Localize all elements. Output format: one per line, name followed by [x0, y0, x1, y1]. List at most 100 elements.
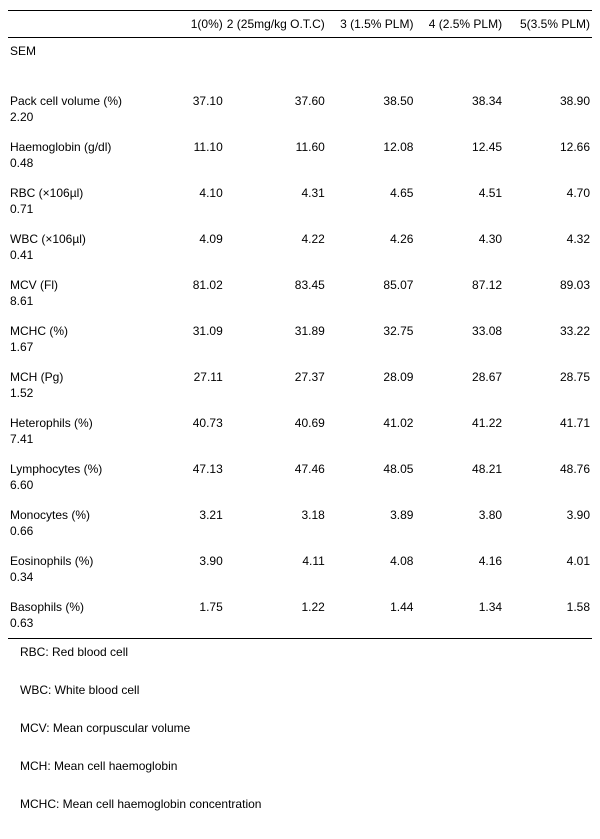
cell-empty [146, 110, 225, 132]
cell-value: 41.02 [327, 408, 416, 432]
table-row-sem: 0.66 [8, 524, 592, 546]
table-row-sem: 0.41 [8, 248, 592, 270]
cell-value: 3.80 [415, 500, 504, 524]
table-row: Lymphocytes (%)47.1347.4648.0548.2148.76 [8, 454, 592, 478]
col-header-5: 5(3.5% PLM) [504, 11, 592, 38]
cell-empty [415, 570, 504, 592]
row-label: MCHC (%) [8, 316, 146, 340]
table-row: MCHC (%)31.0931.8932.7533.0833.22 [8, 316, 592, 340]
cell-empty [504, 294, 592, 316]
cell-value: 41.22 [415, 408, 504, 432]
table-row-sem: 0.34 [8, 570, 592, 592]
cell-empty [504, 202, 592, 224]
table-row: MCH (Pg)27.1127.3728.0928.6728.75 [8, 362, 592, 386]
cell-value: 27.37 [225, 362, 327, 386]
table-row: MCV (Fl)81.0283.4585.0787.1289.03 [8, 270, 592, 294]
cell-empty [504, 570, 592, 592]
cell-value: 4.30 [415, 224, 504, 248]
row-label: RBC (×106µl) [8, 178, 146, 202]
cell-value: 41.71 [504, 408, 592, 432]
table-row: Haemoglobin (g/dl)11.1011.6012.0812.4512… [8, 132, 592, 156]
cell-value: 38.50 [327, 86, 416, 110]
col-header-4: 4 (2.5% PLM) [415, 11, 504, 38]
cell-empty [327, 524, 416, 546]
cell-empty [225, 478, 327, 500]
cell-empty [504, 616, 592, 639]
cell-value: 40.69 [225, 408, 327, 432]
table-row: Pack cell volume (%)37.1037.6038.5038.34… [8, 86, 592, 110]
row-label: Monocytes (%) [8, 500, 146, 524]
cell-value: 4.31 [225, 178, 327, 202]
cell-value: 12.45 [415, 132, 504, 156]
table-row-sem: 1.52 [8, 386, 592, 408]
cell-value: 4.70 [504, 178, 592, 202]
cell-empty [415, 294, 504, 316]
cell-value: 47.46 [225, 454, 327, 478]
cell-empty [415, 110, 504, 132]
row-sem: 0.41 [8, 248, 146, 270]
cell-value: 37.60 [225, 86, 327, 110]
cell-empty [504, 110, 592, 132]
row-label: Haemoglobin (g/dl) [8, 132, 146, 156]
cell-empty [415, 248, 504, 270]
cell-empty [504, 524, 592, 546]
cell-value: 33.08 [415, 316, 504, 340]
cell-value: 27.11 [146, 362, 225, 386]
cell-empty [146, 340, 225, 362]
table-row: Basophils (%)1.751.221.441.341.58 [8, 592, 592, 616]
cell-empty [225, 110, 327, 132]
cell-empty [146, 248, 225, 270]
row-label: MCH (Pg) [8, 362, 146, 386]
table-row-sem: 7.41 [8, 432, 592, 454]
cell-value: 4.10 [146, 178, 225, 202]
data-table: 1(0%) 2 (25mg/kg O.T.C) 3 (1.5% PLM) 4 (… [8, 10, 592, 639]
cell-value: 3.21 [146, 500, 225, 524]
row-sem: 1.67 [8, 340, 146, 362]
legend-line: MCV: Mean corpuscular volume [8, 715, 592, 753]
cell-empty [146, 478, 225, 500]
cell-empty [415, 202, 504, 224]
cell-empty [146, 156, 225, 178]
cell-empty [327, 340, 416, 362]
legend-block: RBC: Red blood cell WBC: White blood cel… [8, 639, 592, 829]
cell-empty [146, 202, 225, 224]
table-row-sem: 1.67 [8, 340, 592, 362]
cell-empty [504, 156, 592, 178]
cell-value: 3.90 [504, 500, 592, 524]
cell-empty [327, 386, 416, 408]
cell-value: 4.32 [504, 224, 592, 248]
row-sem: 0.48 [8, 156, 146, 178]
cell-value: 48.21 [415, 454, 504, 478]
table-row: WBC (×106µl)4.094.224.264.304.32 [8, 224, 592, 248]
legend-line: MCH: Mean cell haemoglobin [8, 753, 592, 791]
cell-value: 4.22 [225, 224, 327, 248]
cell-value: 1.44 [327, 592, 416, 616]
cell-empty [415, 340, 504, 362]
cell-empty [327, 294, 416, 316]
cell-value: 11.10 [146, 132, 225, 156]
table-body: 1(0%) 2 (25mg/kg O.T.C) 3 (1.5% PLM) 4 (… [8, 11, 592, 639]
row-sem: 0.34 [8, 570, 146, 592]
cell-empty [415, 478, 504, 500]
cell-value: 32.75 [327, 316, 416, 340]
cell-empty [146, 294, 225, 316]
cell-value: 89.03 [504, 270, 592, 294]
cell-empty [225, 570, 327, 592]
sem-header-row: SEM [8, 38, 592, 87]
cell-value: 83.45 [225, 270, 327, 294]
cell-empty [146, 386, 225, 408]
cell-empty [327, 202, 416, 224]
table-row-sem: 6.60 [8, 478, 592, 500]
cell-empty [327, 616, 416, 639]
cell-empty [504, 478, 592, 500]
cell-empty [415, 386, 504, 408]
cell-value: 85.07 [327, 270, 416, 294]
cell-empty [225, 202, 327, 224]
cell-value: 1.75 [146, 592, 225, 616]
cell-value: 28.75 [504, 362, 592, 386]
cell-value: 40.73 [146, 408, 225, 432]
cell-empty [504, 432, 592, 454]
cell-value: 3.89 [327, 500, 416, 524]
cell-empty [327, 110, 416, 132]
cell-value: 3.90 [146, 546, 225, 570]
